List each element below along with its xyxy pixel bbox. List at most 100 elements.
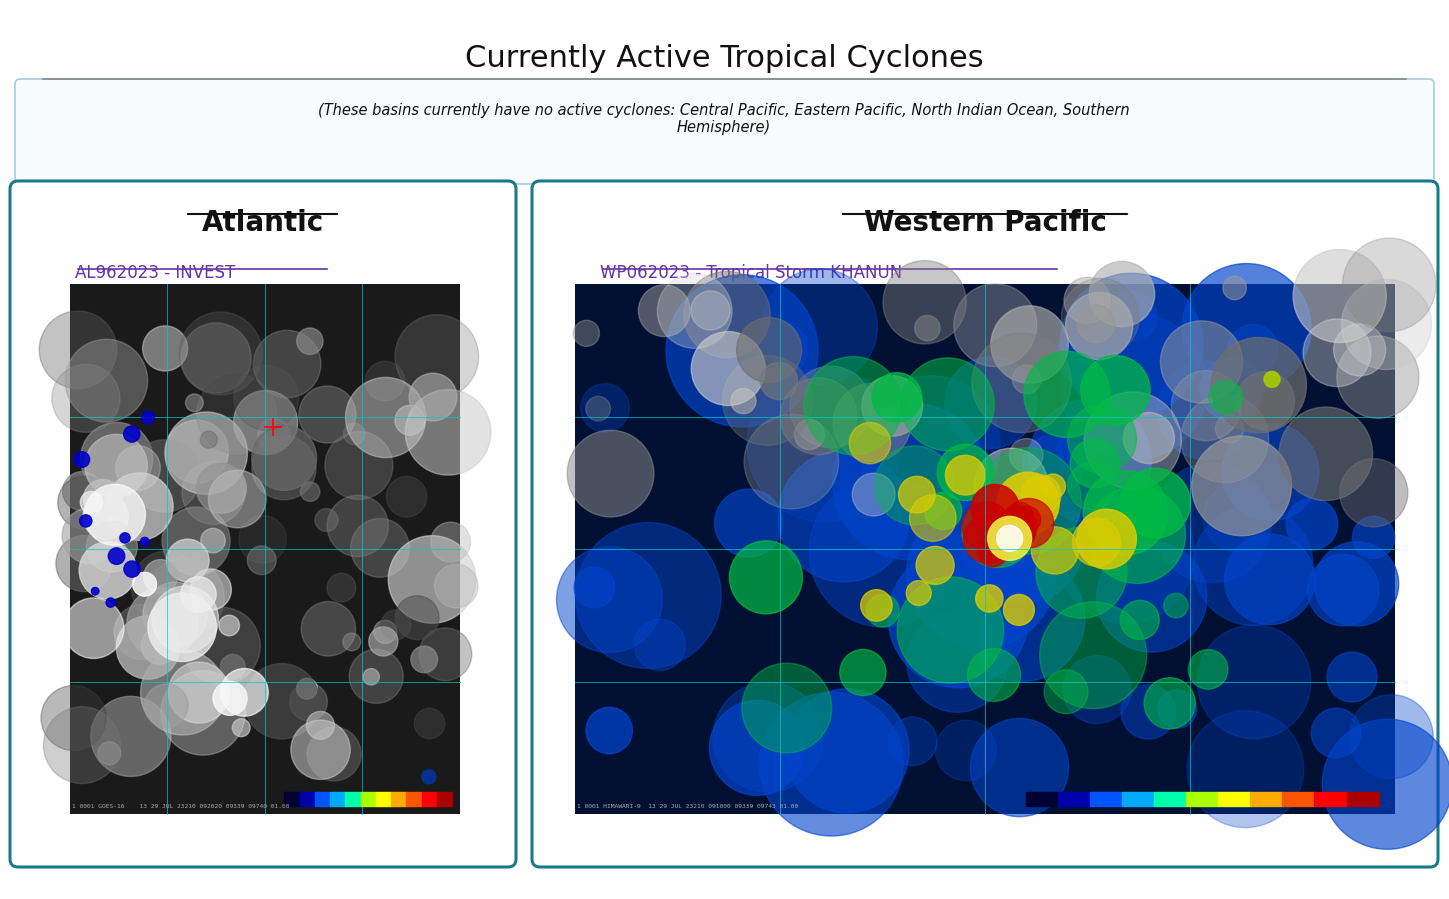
Bar <box>1346 792 1378 806</box>
Text: AL962023 - INVEST: AL962023 - INVEST <box>75 264 235 282</box>
Circle shape <box>907 499 1056 649</box>
Circle shape <box>1088 485 1185 583</box>
Circle shape <box>91 587 99 595</box>
Circle shape <box>365 361 404 401</box>
Bar <box>1058 792 1090 806</box>
FancyBboxPatch shape <box>575 284 1395 814</box>
Circle shape <box>901 358 994 450</box>
Circle shape <box>1077 305 1114 343</box>
Circle shape <box>1327 652 1377 702</box>
Circle shape <box>232 719 251 736</box>
Circle shape <box>862 376 923 436</box>
Circle shape <box>233 390 297 455</box>
Circle shape <box>936 720 995 780</box>
Circle shape <box>1164 593 1188 618</box>
Circle shape <box>1077 509 1136 569</box>
Circle shape <box>396 596 439 639</box>
Circle shape <box>106 598 116 607</box>
FancyBboxPatch shape <box>14 79 1435 184</box>
Circle shape <box>85 434 148 497</box>
Circle shape <box>84 479 122 518</box>
Circle shape <box>1090 262 1155 326</box>
Circle shape <box>1293 250 1387 343</box>
Text: 1 0001 GOES-16    13 29 JUL 23210 092020 09339 09740 01.00: 1 0001 GOES-16 13 29 JUL 23210 092020 09… <box>72 804 290 809</box>
Bar <box>1122 792 1155 806</box>
Circle shape <box>161 671 245 755</box>
Circle shape <box>120 533 130 543</box>
Circle shape <box>1056 432 1095 472</box>
Circle shape <box>291 720 351 779</box>
Circle shape <box>1072 518 1120 566</box>
Circle shape <box>971 718 1068 816</box>
Circle shape <box>168 662 229 723</box>
Circle shape <box>852 473 895 516</box>
Circle shape <box>351 519 409 577</box>
Bar <box>1155 792 1187 806</box>
Bar <box>345 792 361 806</box>
Circle shape <box>185 394 203 412</box>
Circle shape <box>80 492 103 513</box>
Circle shape <box>1045 670 1088 714</box>
Circle shape <box>556 547 662 653</box>
Circle shape <box>1307 555 1379 626</box>
Circle shape <box>387 476 427 517</box>
Circle shape <box>859 376 1000 516</box>
Circle shape <box>962 503 1011 551</box>
Circle shape <box>52 364 120 432</box>
Circle shape <box>57 536 112 592</box>
Circle shape <box>1014 506 1040 533</box>
Bar <box>1026 792 1058 806</box>
Circle shape <box>1161 321 1243 403</box>
Circle shape <box>1023 435 1084 496</box>
Circle shape <box>197 374 277 454</box>
Circle shape <box>1158 361 1256 459</box>
Circle shape <box>133 573 156 596</box>
Circle shape <box>867 594 900 627</box>
Bar <box>375 792 391 806</box>
Circle shape <box>975 584 1003 612</box>
Circle shape <box>1010 439 1043 472</box>
Circle shape <box>961 479 1085 603</box>
Circle shape <box>1197 625 1311 739</box>
Circle shape <box>667 275 819 427</box>
Circle shape <box>209 470 267 528</box>
Circle shape <box>1056 334 1103 381</box>
Circle shape <box>430 522 471 562</box>
Circle shape <box>248 546 277 574</box>
Circle shape <box>938 444 994 501</box>
Circle shape <box>1071 439 1120 488</box>
Circle shape <box>114 605 170 660</box>
Circle shape <box>1040 601 1146 708</box>
Circle shape <box>574 320 600 346</box>
Circle shape <box>953 284 1036 367</box>
Circle shape <box>1009 503 1033 528</box>
Circle shape <box>1061 313 1207 459</box>
Bar <box>1219 792 1250 806</box>
Bar <box>330 792 345 806</box>
Circle shape <box>109 542 128 560</box>
Circle shape <box>162 507 230 575</box>
Circle shape <box>1333 324 1385 376</box>
Circle shape <box>585 396 610 421</box>
Circle shape <box>165 420 229 484</box>
Circle shape <box>790 366 871 448</box>
Circle shape <box>907 610 1009 712</box>
Circle shape <box>658 273 732 349</box>
Circle shape <box>220 654 245 680</box>
Circle shape <box>381 610 410 640</box>
Circle shape <box>1311 708 1361 758</box>
Circle shape <box>991 306 1068 383</box>
Circle shape <box>780 378 858 455</box>
Circle shape <box>62 472 101 511</box>
FancyBboxPatch shape <box>575 284 1395 814</box>
Circle shape <box>142 326 188 371</box>
Circle shape <box>1152 463 1271 583</box>
Circle shape <box>1216 414 1243 443</box>
Circle shape <box>233 366 298 431</box>
Circle shape <box>1068 462 1116 510</box>
Circle shape <box>753 322 807 377</box>
Circle shape <box>849 423 891 464</box>
Circle shape <box>343 633 361 651</box>
Circle shape <box>924 493 962 530</box>
Circle shape <box>898 476 935 513</box>
